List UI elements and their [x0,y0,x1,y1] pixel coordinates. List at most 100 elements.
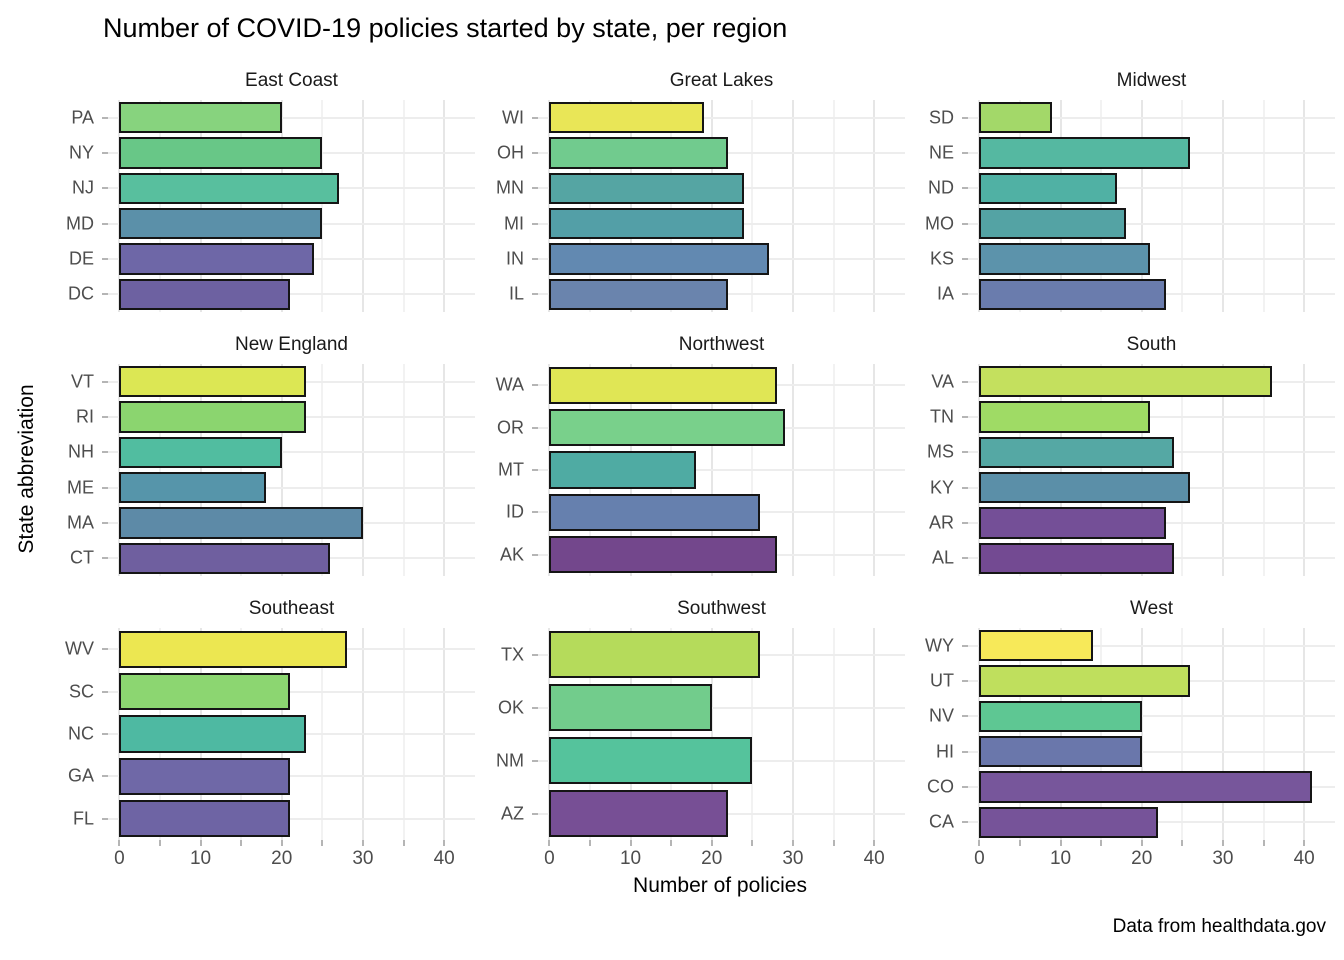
y-tick [532,511,538,514]
x-gridline [978,364,981,576]
x-gridline [710,100,713,312]
x-gridline [118,364,121,576]
y-tick [102,187,108,190]
facet-grid: East Coast PA NY NJ MD DE DC Great Lakes WI OH MN M… [45,66,1340,886]
y-axis-label-il: IL [508,283,524,304]
facet-title: New England [234,334,349,355]
y-tick [102,152,108,154]
y-tick [532,553,538,556]
bar-ct [119,542,331,574]
y-tick [102,116,108,119]
x-gridline [548,628,551,840]
bar-wi [549,102,704,134]
x-gridline [1100,364,1103,576]
x-axis-title: Number of policies [633,874,807,897]
facet-title: Southeast [248,598,335,619]
y-tick [532,384,538,387]
bar-az [549,790,728,837]
y-gridline [968,416,1335,418]
x-tick-label: 40 [433,848,455,869]
y-tick [962,750,968,753]
y-gridline [968,116,1335,119]
y-tick [102,293,108,296]
x-gridline [1100,100,1103,312]
y-axis-label-ks: KS [929,248,954,269]
y-gridline [108,293,475,296]
bar-mo [979,208,1126,240]
x-gridline [199,100,202,312]
facet-west: West WY UT NV HI CO CA [905,594,1335,840]
facet-south: South VA TN MS KY AR AL [905,330,1335,576]
y-gridline [538,706,905,709]
y-gridline [108,116,475,119]
x-gridline [791,100,794,312]
bar-vt [119,366,307,398]
y-axis-label-mo: MO [925,213,954,234]
x-gridline [158,100,161,312]
x-gridline [629,628,632,840]
y-axis-label-mn: MN [496,177,524,198]
y-tick [962,715,968,718]
y-tick [532,222,538,225]
bar-de [119,243,315,275]
y-gridline [108,817,475,820]
y-axis-label-wa: WA [495,374,524,395]
x-tick [1100,840,1103,846]
x-tick-label: 40 [1293,848,1315,869]
facet-title: East Coast [245,70,338,91]
x-gridline [629,100,632,312]
x-gridline [1100,628,1103,840]
x-gridline [158,364,161,576]
y-axis-label-co: CO [927,776,954,797]
y-gridline [968,222,1335,225]
y-axis-label-dc: DC [68,283,94,304]
bar-va [979,366,1272,398]
y-axis-label-vt: VT [70,371,94,392]
bar-mt [549,451,696,489]
x-gridline [1018,364,1021,576]
y-axis-label-ny: NY [68,142,94,163]
y-gridline [968,644,1335,647]
y-axis-label-nd: ND [928,177,954,198]
y-axis-label-or: OR [497,417,524,438]
x-gridline [1221,628,1224,840]
y-tick [102,817,108,820]
y-tick [102,486,108,489]
y-axis-label-mi: MI [504,213,524,234]
x-tick [1059,840,1062,846]
x-tick [1140,840,1143,846]
y-tick [962,222,968,225]
x-gridline [1262,628,1265,840]
y-tick [532,258,538,260]
x-gridline [670,628,673,840]
bar-ia [979,278,1167,310]
x-gridline [1140,628,1143,840]
y-gridline [108,775,475,778]
y-tick [532,293,538,296]
x-gridline [751,628,754,840]
x-tick [832,840,835,846]
x-tick [443,840,446,846]
y-axis-label-ok: OK [497,697,524,717]
plot-panel [968,628,1335,840]
x-tick [118,840,121,846]
y-axis-label-tn: TN [930,406,954,427]
y-axis-label-sd: SD [928,107,954,128]
x-tick [791,840,794,846]
facet-southeast: Southeast WV SC NC GA FL [45,594,475,840]
bar-pa [119,102,282,134]
y-axis-label-ut: UT [930,670,954,691]
bar-in [549,243,769,275]
x-tick [670,840,673,846]
x-gridline [1059,364,1062,576]
x-tick-label: 30 [782,848,804,869]
y-axis-label-ky: KY [929,477,954,498]
bar-id [549,493,761,532]
y-axis-label-mt: MT [498,459,524,480]
bar-mn [549,172,745,204]
x-gridline [710,628,713,840]
bar-ma [119,507,363,539]
x-gridline [1221,364,1224,576]
x-gridline [443,364,446,576]
x-tick-label: 40 [863,848,885,869]
